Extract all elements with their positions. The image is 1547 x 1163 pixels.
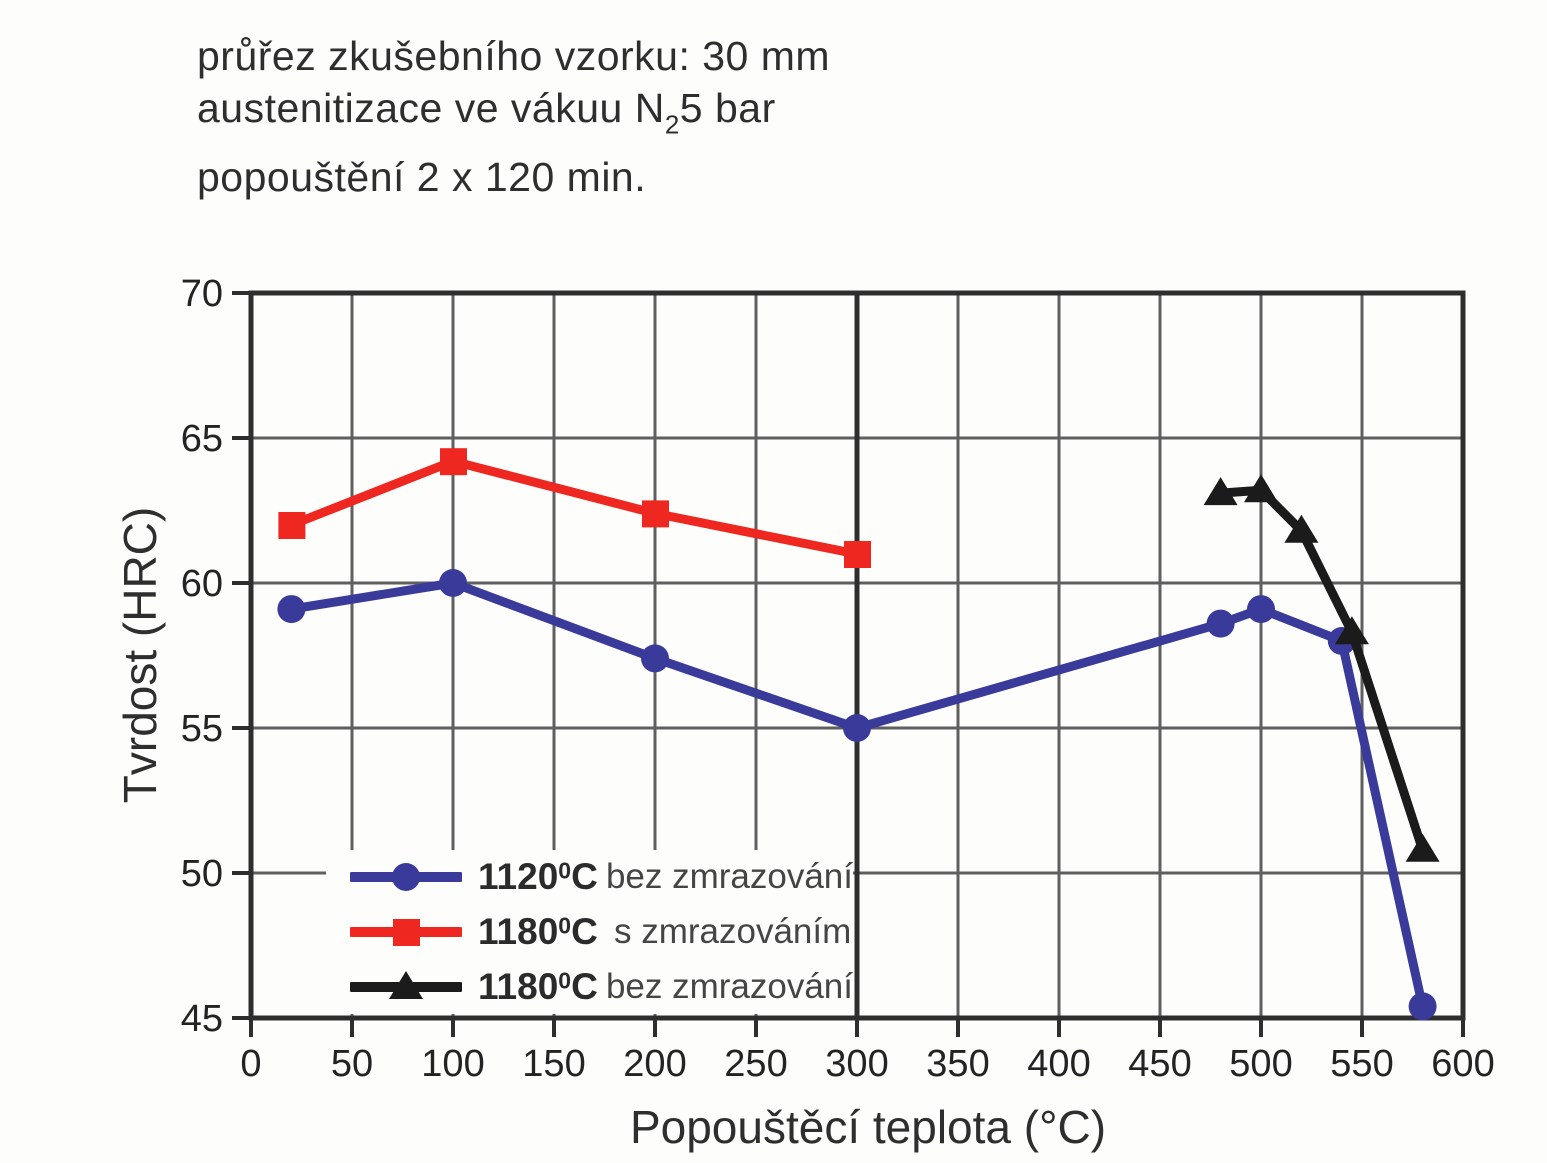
series-2-marker xyxy=(1284,514,1319,543)
chart-annotation: průřez zkušebního vzorku: 30 mm austenit… xyxy=(197,30,830,203)
series-0-marker xyxy=(1247,595,1275,624)
series-2-marker xyxy=(1405,833,1440,862)
x-tick-label: 450 xyxy=(1128,1043,1191,1085)
y-tick-label: 65 xyxy=(181,418,223,460)
series-2-marker xyxy=(1244,474,1278,503)
legend-item-1180-s: 11800C s zmrazováním xyxy=(326,907,853,957)
x-tick-label: 50 xyxy=(331,1043,373,1085)
legend-symbol-black-triangle xyxy=(350,970,462,999)
legend-desc: s zmrazováním xyxy=(614,911,852,951)
legend-symbol-marker xyxy=(389,970,423,999)
series-0-marker xyxy=(641,644,669,673)
x-tick-label: 100 xyxy=(421,1043,484,1085)
series-line-2 xyxy=(1216,485,1428,855)
x-tick-label: 600 xyxy=(1431,1043,1494,1085)
series-2-marker xyxy=(1203,477,1238,506)
series-line-0 xyxy=(286,578,1428,1011)
x-tick-label: 150 xyxy=(522,1043,585,1085)
annotation-line-3: popouštění 2 x 120 min. xyxy=(197,153,647,200)
annotation-line-1: průřez zkušebního vzorku: 30 mm xyxy=(197,33,831,79)
legend-desc: bez zmrazování xyxy=(605,966,853,1006)
series-0-marker xyxy=(843,714,871,742)
legend-symbol-marker xyxy=(393,918,420,946)
y-tick-label: 60 xyxy=(181,563,223,605)
y-tick-label: 70 xyxy=(181,273,223,315)
x-tick-label: 400 xyxy=(1027,1043,1090,1085)
legend-symbol-blue-circle xyxy=(350,863,462,892)
x-tick-label: 0 xyxy=(240,1043,261,1085)
x-tick-label: 500 xyxy=(1229,1043,1292,1085)
series-1-marker xyxy=(642,500,669,528)
series-1-marker xyxy=(278,512,306,539)
y-tick-label: 45 xyxy=(181,998,223,1040)
plot-border xyxy=(248,290,1466,1021)
x-tick-label: 300 xyxy=(825,1043,888,1085)
legend-item-1120-bez: 11200C bez zmrazování xyxy=(326,852,853,902)
legend-symbol-marker xyxy=(392,863,420,892)
x-tick-label: 550 xyxy=(1330,1043,1393,1085)
legend-symbol-red-square xyxy=(350,918,462,946)
series-0-marker xyxy=(1206,609,1235,638)
legend: 11200C bez zmrazování 11800C s zmrazován… xyxy=(326,850,853,1014)
x-tick-label: 250 xyxy=(724,1043,787,1085)
nitrogen-subscript: 2 xyxy=(664,109,680,140)
series-1-marker xyxy=(440,448,467,476)
annotation-line-2: austenitizace ve vákuu N25 bar xyxy=(197,85,776,140)
series-1-marker xyxy=(844,541,871,568)
series-0-marker xyxy=(277,595,306,624)
y-tick-label: 55 xyxy=(181,708,223,750)
legend-desc: bez zmrazování xyxy=(605,857,853,897)
degree-superscript: 0 xyxy=(558,857,572,884)
degree-superscript: 0 xyxy=(558,967,572,994)
y-tick-label: 50 xyxy=(181,853,223,895)
series-line-1 xyxy=(286,456,862,559)
series-2-marker xyxy=(1334,616,1369,645)
x-tick-label: 350 xyxy=(926,1043,989,1085)
series-0-marker xyxy=(1408,992,1437,1021)
x-tick-label: 200 xyxy=(623,1043,686,1085)
series-0-marker xyxy=(439,569,467,597)
x-axis-title: Popouštěcí teplota (°C) xyxy=(629,1101,1107,1153)
degree-superscript: 0 xyxy=(558,912,572,939)
legend-item-1180-bez: 11800C bez zmrazování xyxy=(326,962,853,1012)
